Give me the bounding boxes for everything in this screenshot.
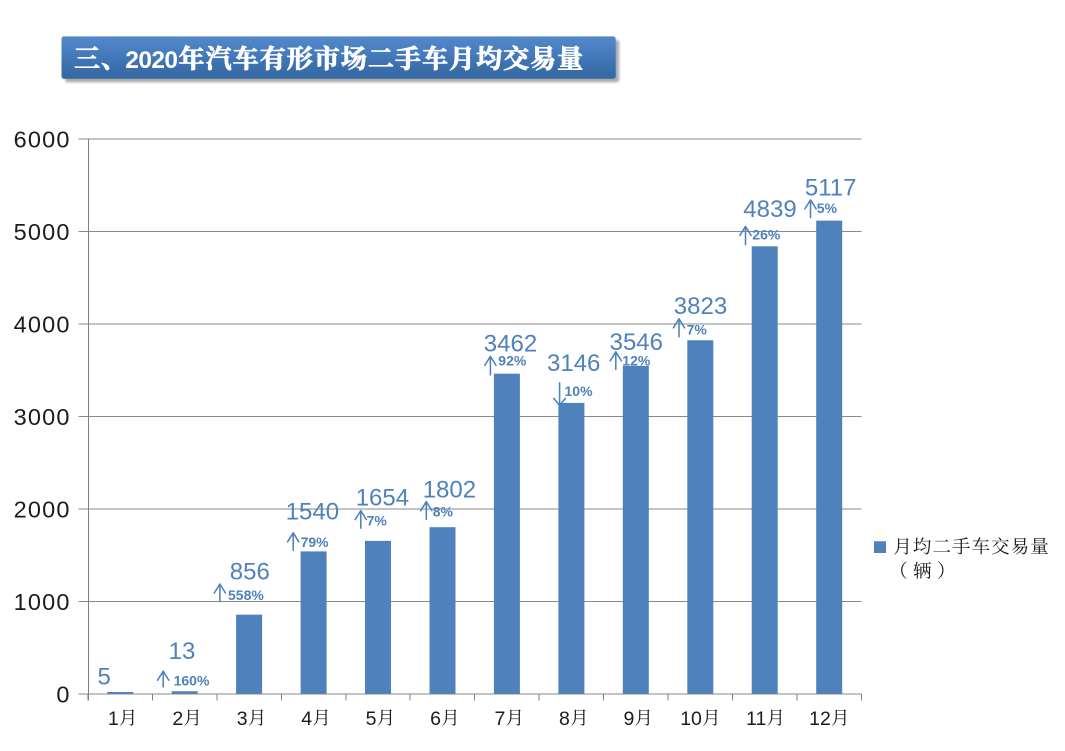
svg-text:8: 8 — [559, 708, 570, 730]
svg-text:11: 11 — [746, 708, 766, 730]
svg-text:6: 6 — [430, 708, 441, 730]
svg-text:79%: 79% — [301, 534, 330, 550]
svg-text:12%: 12% — [622, 352, 651, 368]
svg-text:3146: 3146 — [547, 350, 600, 377]
svg-text:7%: 7% — [367, 512, 388, 528]
svg-text:1000: 1000 — [14, 589, 71, 615]
svg-text:5: 5 — [98, 664, 111, 691]
svg-text:0: 0 — [56, 681, 70, 707]
svg-text:1654: 1654 — [356, 485, 409, 512]
svg-text:7%: 7% — [687, 321, 708, 337]
svg-text:558%: 558% — [228, 587, 264, 603]
svg-text:12: 12 — [809, 708, 831, 730]
svg-text:10%: 10% — [565, 383, 594, 399]
svg-text:3000: 3000 — [14, 404, 71, 430]
svg-text:3823: 3823 — [674, 293, 727, 320]
svg-text:1540: 1540 — [286, 498, 339, 525]
svg-text:3: 3 — [237, 708, 248, 730]
svg-text:9: 9 — [623, 708, 634, 730]
svg-text:2000: 2000 — [14, 497, 71, 523]
svg-text:5%: 5% — [817, 200, 838, 216]
svg-text:4: 4 — [301, 708, 312, 730]
svg-text:6000: 6000 — [14, 127, 71, 153]
svg-text:5: 5 — [366, 708, 377, 730]
svg-text:160%: 160% — [174, 673, 210, 689]
svg-text:8%: 8% — [433, 504, 454, 520]
svg-text:1802: 1802 — [423, 477, 476, 504]
svg-text:7: 7 — [495, 708, 506, 730]
svg-text:10: 10 — [680, 708, 702, 730]
svg-text:2020: 2020 — [125, 47, 177, 74]
svg-text:2: 2 — [172, 708, 183, 730]
svg-text:4000: 4000 — [14, 312, 71, 338]
svg-text:26%: 26% — [752, 227, 781, 243]
svg-text:1: 1 — [108, 708, 119, 730]
svg-text:856: 856 — [230, 558, 270, 585]
svg-text:3462: 3462 — [484, 330, 537, 357]
svg-text:5117: 5117 — [805, 174, 857, 201]
svg-text:13: 13 — [169, 638, 196, 665]
svg-text:4839: 4839 — [743, 196, 796, 223]
svg-text:3546: 3546 — [610, 329, 663, 356]
svg-text:92%: 92% — [498, 353, 527, 369]
svg-text:5000: 5000 — [14, 219, 71, 245]
